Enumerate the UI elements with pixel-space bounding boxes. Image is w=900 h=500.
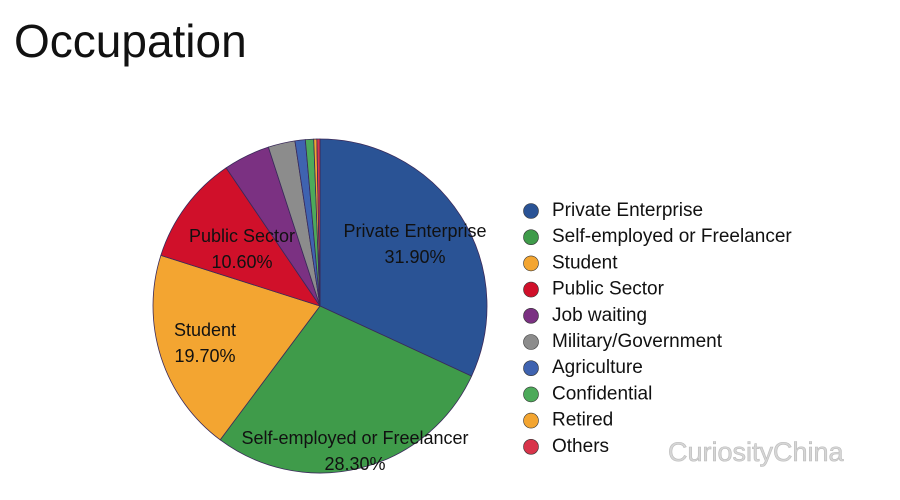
pie-slice — [319, 138, 488, 377]
legend-marker — [523, 229, 539, 245]
legend-label: Confidential — [552, 383, 652, 404]
legend-label: Job waiting — [552, 305, 647, 326]
slice-labels: Private Enterprise 31.90% Self-employed or… — [174, 221, 487, 474]
legend: Private Enterprise Self-employed or Freel… — [523, 200, 792, 457]
slice-value-label: 28.30% — [324, 454, 385, 474]
legend-label: Public Sector — [552, 279, 665, 300]
chart-title: Occupation — [14, 15, 247, 67]
watermark: CuriosityChina — [668, 437, 845, 467]
legend-marker — [523, 412, 539, 429]
legend-label: Self-employed or Freelancer — [552, 226, 792, 247]
legend-marker — [523, 360, 539, 377]
legend-marker — [523, 307, 539, 324]
pie-slice — [152, 254, 321, 441]
legend-marker — [523, 386, 539, 403]
legend-marker — [523, 255, 539, 272]
slice-label: Self-employed or Freelancer — [241, 428, 468, 448]
pie-slice — [219, 305, 473, 474]
legend-label: Private Enterprise — [552, 200, 703, 221]
legend-label: Student — [552, 252, 618, 273]
slice-value-label: 19.70% — [174, 346, 235, 366]
legend-label: Agriculture — [552, 357, 643, 378]
legend-label: Military/Government — [552, 331, 723, 352]
legend-marker — [523, 334, 539, 350]
slice-label: Student — [174, 320, 236, 340]
legend-label: Retired — [552, 410, 613, 431]
pie — [152, 138, 488, 474]
slice-value-label: 31.90% — [384, 247, 445, 267]
pie-slice — [316, 138, 321, 307]
legend-label: Others — [552, 436, 609, 457]
slice-label: Public Sector — [189, 226, 295, 246]
legend-marker — [523, 438, 539, 455]
legend-marker — [523, 203, 539, 219]
pie-slice — [160, 167, 321, 307]
slice-value-label: 10.60% — [211, 252, 272, 272]
legend-marker — [523, 281, 539, 298]
slice-label: Private Enterprise — [343, 221, 486, 241]
